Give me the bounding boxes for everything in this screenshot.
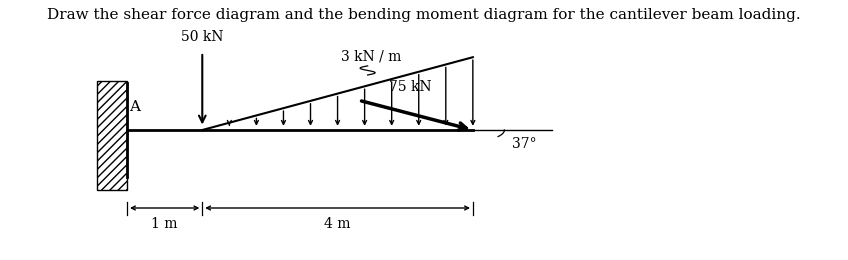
Text: 3 kN / m: 3 kN / m xyxy=(341,49,402,63)
Text: Draw the shear force diagram and the bending moment diagram for the cantilever b: Draw the shear force diagram and the ben… xyxy=(47,8,801,22)
Text: 37°: 37° xyxy=(512,136,537,151)
Text: 75 kN: 75 kN xyxy=(389,80,432,94)
Text: A: A xyxy=(130,100,141,114)
Text: 4 m: 4 m xyxy=(324,217,351,231)
Text: 1 m: 1 m xyxy=(152,217,178,231)
Text: 50 kN: 50 kN xyxy=(181,30,224,44)
Bar xyxy=(97,81,127,190)
